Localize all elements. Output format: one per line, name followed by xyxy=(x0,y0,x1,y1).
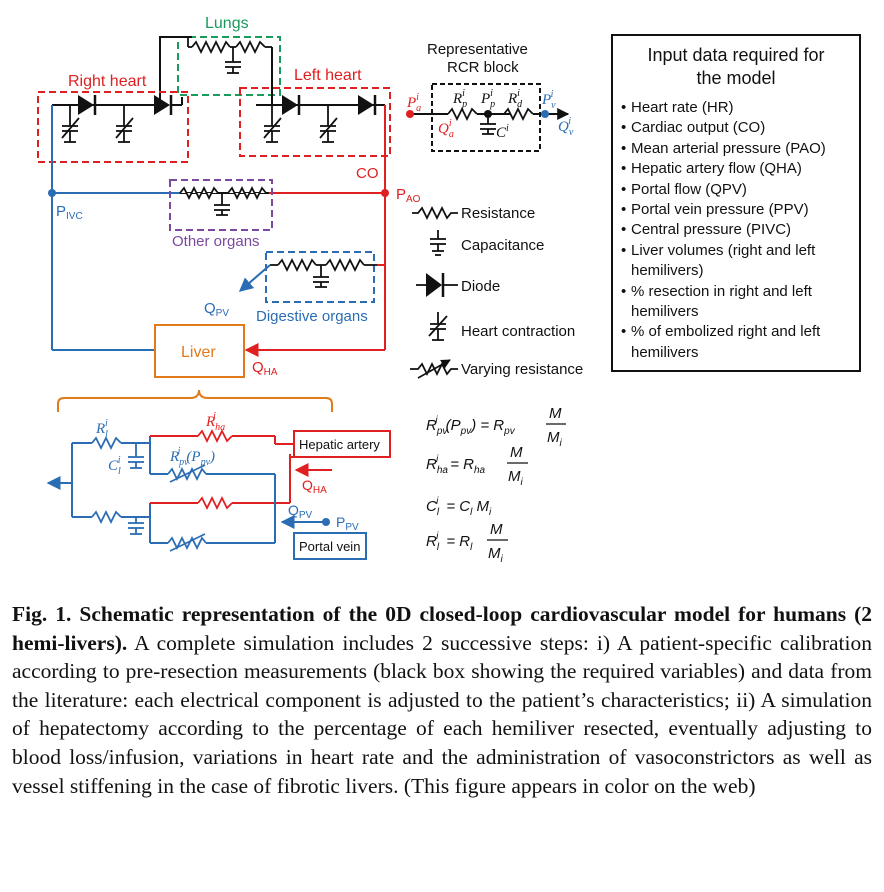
svg-text:Rhai: Rhai xyxy=(205,411,225,433)
svg-text:M: M xyxy=(490,521,503,538)
right-heart-block: Right heart xyxy=(37,73,189,190)
input-data-box: Input data required for the model Heart … xyxy=(611,34,861,372)
svg-text:Rpi: Rpi xyxy=(452,88,467,110)
svg-text:PAO: PAO xyxy=(396,186,421,205)
qha2-sub: HA xyxy=(313,485,327,496)
svg-text:Mi: Mi xyxy=(508,468,524,488)
svg-text:Rpvi(Ppv) = Rpv: Rpvi (Ppv) = Rpv xyxy=(426,415,516,437)
digestive-organs-label: Digestive organs xyxy=(256,308,368,325)
svg-text:Rpvi(Ppv): Rpvi (Ppv) xyxy=(169,446,215,468)
caption-text: A complete simulation includes 2 success… xyxy=(12,630,872,798)
svg-text:Rli= Rl: Rli = Rl xyxy=(426,531,473,553)
list-item: Mean arterial pressure (PAO) xyxy=(621,139,853,160)
svg-text:Ppi: Ppi xyxy=(480,88,495,110)
pao-sub: AO xyxy=(406,194,421,205)
rcr-block: Representative RCR block Pai Rpi Ppi Rdi… xyxy=(406,41,574,152)
qha-label: Q xyxy=(252,359,264,376)
pivc-label: P xyxy=(56,203,66,220)
svg-text:Rli: Rli xyxy=(95,418,108,440)
svg-text:Qvi: Qvi xyxy=(558,116,574,138)
pao-label: P xyxy=(396,186,406,203)
list-item: Hepatic artery flow (QHA) xyxy=(621,159,853,180)
list-item: Central pressure (PIVC) xyxy=(621,220,853,241)
other-organs-label: Other organs xyxy=(172,233,260,250)
svg-text:Ci: Ci xyxy=(496,123,509,141)
input-box-title-line-2: the model xyxy=(696,68,776,88)
svg-text:Pvi: Pvi xyxy=(541,89,556,111)
pivc-sub: IVC xyxy=(66,211,83,222)
hepatic-artery-label: Hepatic artery xyxy=(299,437,380,452)
lungs-block: Lungs xyxy=(159,15,281,97)
equation-rpv: Rpvi (Ppv) = Rpv M Mi xyxy=(426,405,566,449)
svg-text:PPV: PPV xyxy=(336,514,359,533)
svg-text:QPV: QPV xyxy=(288,502,313,521)
input-box-title-line-1: Input data required for xyxy=(647,45,825,65)
qpv2-label: Q xyxy=(288,502,299,518)
hemi-liver-detail: Hepatic artery QHA QPV PPV Portal vein R… xyxy=(46,411,391,560)
equations: Rpvi (Ppv) = Rpv M Mi Rhai = Rha M Mi Cli =… xyxy=(426,405,566,565)
digestive-organs-block: Digestive organs QPV xyxy=(204,251,377,325)
svg-text:Mi: Mi xyxy=(488,545,504,565)
capacitance-icon xyxy=(430,230,446,256)
list-item: Portal vein pressure (PPV) xyxy=(621,200,853,221)
equation-rl: Rli = Rl M Mi xyxy=(426,521,508,565)
equation-cl: Cli = Cl Mi xyxy=(426,496,492,518)
caption-bold: Fig. 1. Schematic representation of the … xyxy=(12,602,872,655)
equation-rha: Rhai = Rha M Mi xyxy=(426,444,528,488)
legend: Resistance Capacitance Diode Heart contr… xyxy=(410,205,583,379)
input-data-list: Heart rate (HR) Cardiac output (CO) Mean… xyxy=(613,98,859,363)
diode-icon xyxy=(416,273,458,297)
list-item: Portal flow (QPV) xyxy=(621,180,853,201)
svg-text:QHA: QHA xyxy=(252,359,278,378)
qpv2-sub: PV xyxy=(299,510,313,521)
legend-capacitance: Capacitance xyxy=(461,237,544,254)
resistance-icon xyxy=(412,205,458,221)
svg-text:Qai: Qai xyxy=(438,118,454,140)
left-heart-label: Left heart xyxy=(294,67,362,84)
svg-text:Rhai= Rha: Rhai = Rha xyxy=(426,454,486,476)
list-item: % resection in right and left hemilivers xyxy=(621,282,853,323)
portal-vein-label: Portal vein xyxy=(299,539,360,554)
varying-resistance-icon xyxy=(410,359,458,379)
rcr-title-1: Representative xyxy=(427,41,528,58)
legend-resistance: Resistance xyxy=(461,205,535,222)
list-item: % of embolized right and left hemilivers xyxy=(621,322,853,363)
right-heart-label: Right heart xyxy=(68,73,147,90)
svg-text:Rdi: Rdi xyxy=(507,88,523,110)
liver-label: Liver xyxy=(181,344,216,361)
legend-varying-resistance: Varying resistance xyxy=(461,361,583,378)
svg-text:QPV: QPV xyxy=(204,300,229,319)
qha2-label: Q xyxy=(302,477,313,493)
legend-diode: Diode xyxy=(461,278,500,295)
svg-text:PIVC: PIVC xyxy=(56,203,83,222)
list-item: Liver volumes (right and left hemilivers… xyxy=(621,241,853,282)
svg-text:Cli= Cl Mi: Cli = Cl Mi xyxy=(426,496,492,518)
rcr-title-2: RCR block xyxy=(447,59,519,76)
figure-caption: Fig. 1. Schematic representation of the … xyxy=(12,600,872,800)
ppv-label: P xyxy=(336,514,345,530)
liver-block: Liver QHA xyxy=(57,324,333,412)
circuit-figure: Lungs Right heart Left heart xyxy=(37,15,583,565)
list-item: Heart rate (HR) xyxy=(621,98,853,119)
svg-text:M: M xyxy=(549,405,562,422)
qpv-label: Q xyxy=(204,300,216,317)
qha-sub: HA xyxy=(264,367,278,378)
co-label: CO xyxy=(356,165,379,182)
qpv-sub: PV xyxy=(216,308,230,319)
input-box-title: Input data required for the model xyxy=(613,44,859,90)
legend-heart-contraction: Heart contraction xyxy=(461,323,575,340)
heart-contraction-icon xyxy=(428,312,448,341)
svg-text:Mi: Mi xyxy=(547,429,563,449)
lungs-label: Lungs xyxy=(205,15,249,32)
svg-text:M: M xyxy=(510,444,523,461)
svg-text:Pai: Pai xyxy=(406,92,421,114)
list-item: Cardiac output (CO) xyxy=(621,118,853,139)
left-heart-block: Left heart CO xyxy=(239,67,391,193)
other-organs-block: Other organs xyxy=(169,179,273,250)
svg-text:Cli: Cli xyxy=(108,455,121,477)
ppv-sub: PV xyxy=(345,522,359,533)
svg-text:QHA: QHA xyxy=(302,477,327,496)
